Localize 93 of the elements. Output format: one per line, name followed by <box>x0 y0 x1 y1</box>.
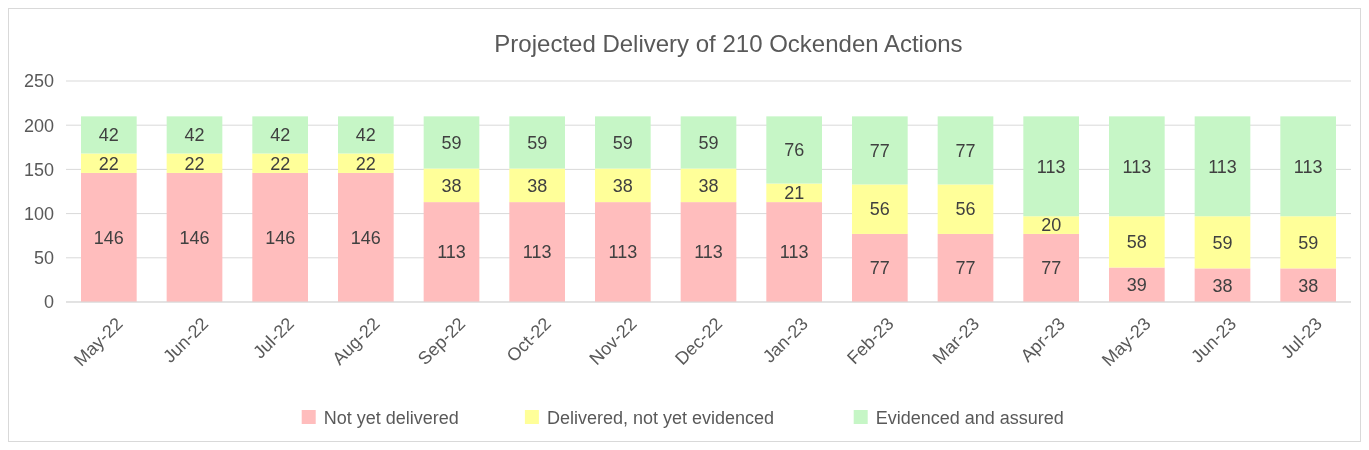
y-tick-label: 250 <box>23 71 54 92</box>
legend-label: Delivered, not yet evidenced <box>546 408 775 429</box>
data-label: 77 <box>869 258 890 279</box>
bar <box>423 116 480 169</box>
data-label: 76 <box>784 140 805 161</box>
data-label: 146 <box>265 227 296 248</box>
bar <box>594 116 651 169</box>
data-label: 146 <box>350 227 381 248</box>
data-label: 59 <box>527 132 548 153</box>
bar <box>851 233 908 302</box>
bar <box>594 202 651 302</box>
data-label: 38 <box>1212 275 1233 296</box>
bar <box>766 116 823 184</box>
bar <box>509 202 566 302</box>
data-label: 42 <box>184 125 205 146</box>
data-label: 38 <box>527 175 548 196</box>
y-tick-label: 50 <box>33 248 54 269</box>
data-label: 59 <box>441 132 462 153</box>
bar <box>851 116 908 185</box>
data-label: 77 <box>955 140 976 161</box>
bar <box>1280 268 1336 302</box>
bar <box>1194 116 1251 217</box>
bar <box>166 172 223 302</box>
data-label: 59 <box>1298 232 1319 253</box>
data-label: 20 <box>1041 215 1062 236</box>
bar <box>1280 216 1336 269</box>
y-tick-label: 100 <box>23 203 54 224</box>
data-label: 59 <box>612 132 633 153</box>
data-label: 56 <box>869 199 890 220</box>
data-label: 22 <box>270 153 291 174</box>
bar <box>1280 116 1336 217</box>
bar <box>937 233 994 302</box>
bar <box>680 202 737 302</box>
bar <box>337 153 394 173</box>
bar <box>337 172 394 302</box>
bar <box>937 116 994 185</box>
bar <box>594 168 651 203</box>
bar <box>937 184 994 234</box>
bar <box>252 172 309 302</box>
data-label: 146 <box>179 227 210 248</box>
bar <box>1108 116 1165 217</box>
data-label: 22 <box>355 153 376 174</box>
data-label: 59 <box>1212 232 1233 253</box>
data-label: 77 <box>955 258 976 279</box>
legend-label: Not yet delivered <box>323 408 459 429</box>
bar <box>1194 216 1251 269</box>
bar <box>166 116 223 154</box>
y-tick-label: 150 <box>23 159 54 180</box>
data-label: 59 <box>698 132 719 153</box>
data-label: 113 <box>779 242 809 263</box>
bar <box>337 116 394 154</box>
data-label: 113 <box>1036 156 1066 177</box>
data-label: 38 <box>698 175 719 196</box>
chart-title: Projected Delivery of 210 Ockenden Actions <box>494 30 963 57</box>
data-label: 21 <box>784 183 805 204</box>
data-label: 38 <box>441 175 462 196</box>
bar <box>423 202 480 302</box>
data-label: 42 <box>355 125 376 146</box>
bar <box>509 168 566 203</box>
bar <box>1108 216 1165 268</box>
legend-label: Evidenced and assured <box>875 408 1064 429</box>
data-label: 77 <box>1041 258 1062 279</box>
data-label: 113 <box>694 242 723 263</box>
y-tick-label: 200 <box>23 115 54 136</box>
bar <box>851 184 908 234</box>
data-label: 113 <box>1208 156 1237 177</box>
bar <box>252 153 309 173</box>
data-label: 146 <box>93 227 124 248</box>
bar <box>766 202 823 302</box>
data-label: 42 <box>98 125 119 146</box>
bar <box>1023 233 1080 302</box>
data-label: 113 <box>1293 156 1323 177</box>
data-label: 58 <box>1126 232 1147 253</box>
data-label: 56 <box>955 199 976 220</box>
data-label: 39 <box>1126 275 1147 296</box>
data-label: 42 <box>270 125 291 146</box>
bar <box>80 153 137 173</box>
data-label: 38 <box>612 175 633 196</box>
bar <box>509 116 566 169</box>
y-tick-label: 0 <box>43 292 54 313</box>
data-label: 113 <box>522 242 552 263</box>
data-label: 22 <box>98 153 119 174</box>
data-label: 113 <box>437 242 466 263</box>
data-label: 113 <box>1122 156 1152 177</box>
bar <box>1023 116 1080 217</box>
data-label: 113 <box>608 242 638 263</box>
bar <box>680 116 737 169</box>
data-label: 22 <box>184 153 205 174</box>
bar <box>80 172 137 302</box>
bar <box>252 116 309 154</box>
bar <box>80 116 137 154</box>
data-label: 38 <box>1298 275 1319 296</box>
data-label: 77 <box>869 140 890 161</box>
